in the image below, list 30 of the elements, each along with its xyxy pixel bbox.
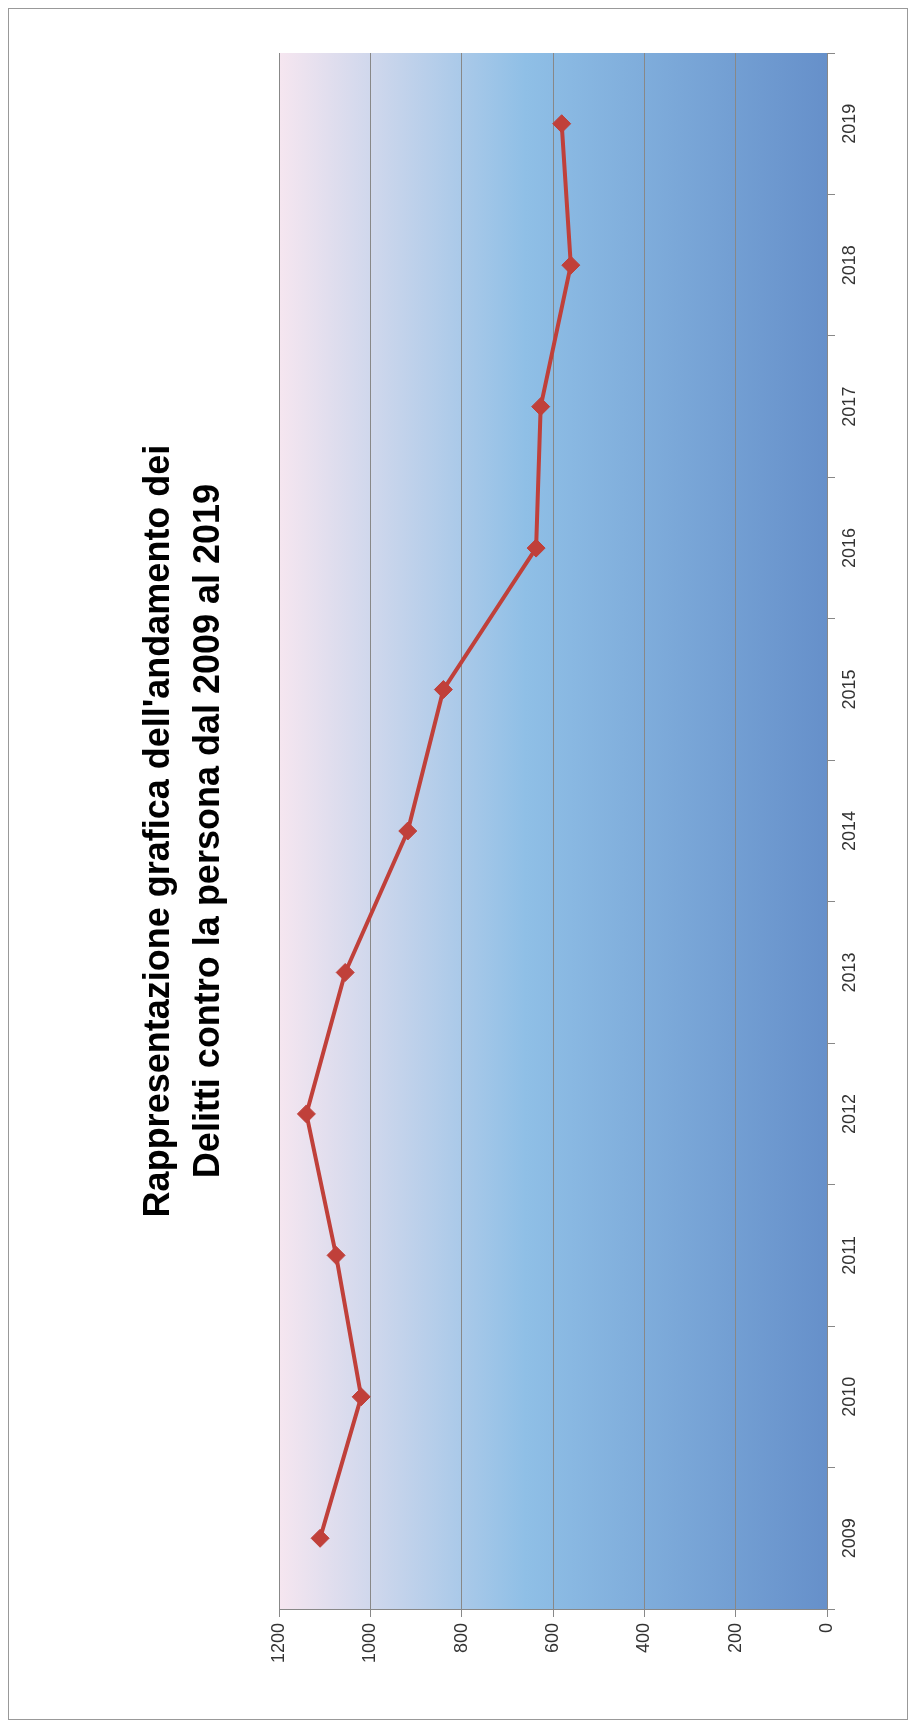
point [561,255,581,275]
point [398,821,418,841]
point [310,1528,330,1548]
y-tick-label: 2012 [838,1093,859,1134]
y-tick-label: 2011 [838,1236,859,1275]
y-tick-label: 2010 [838,1376,859,1417]
y-tick-label: 2009 [838,1518,859,1559]
point [351,1387,371,1407]
point [552,114,572,134]
point [296,1104,316,1124]
y-tick-label: 2014 [838,810,859,852]
y-tick-label: 2018 [838,245,859,286]
y-tick-label: 2013 [838,952,859,993]
y-tick-label: 2017 [838,386,859,427]
x-tick-label: 1200 [267,1623,288,1664]
point [335,962,355,982]
x-tick-label: 600 [541,1623,562,1654]
x-tick-label: 800 [450,1623,471,1654]
point [326,1245,346,1265]
y-tick-label: 2015 [838,669,859,710]
y-tick-label: 2019 [838,103,859,144]
x-tick-label: 1000 [359,1623,380,1664]
text: Rappresentazione grafica dell'andamento dei Delitti contro la persona dal 2009 al 2019 [135,444,227,1218]
point [433,680,453,700]
x-tick-label: 0 [815,1623,836,1634]
point [531,397,551,417]
x-tick-label: 200 [724,1623,745,1654]
x-tick-label: 400 [633,1623,654,1654]
y-tick-label: 2016 [838,528,859,569]
point [526,538,546,558]
